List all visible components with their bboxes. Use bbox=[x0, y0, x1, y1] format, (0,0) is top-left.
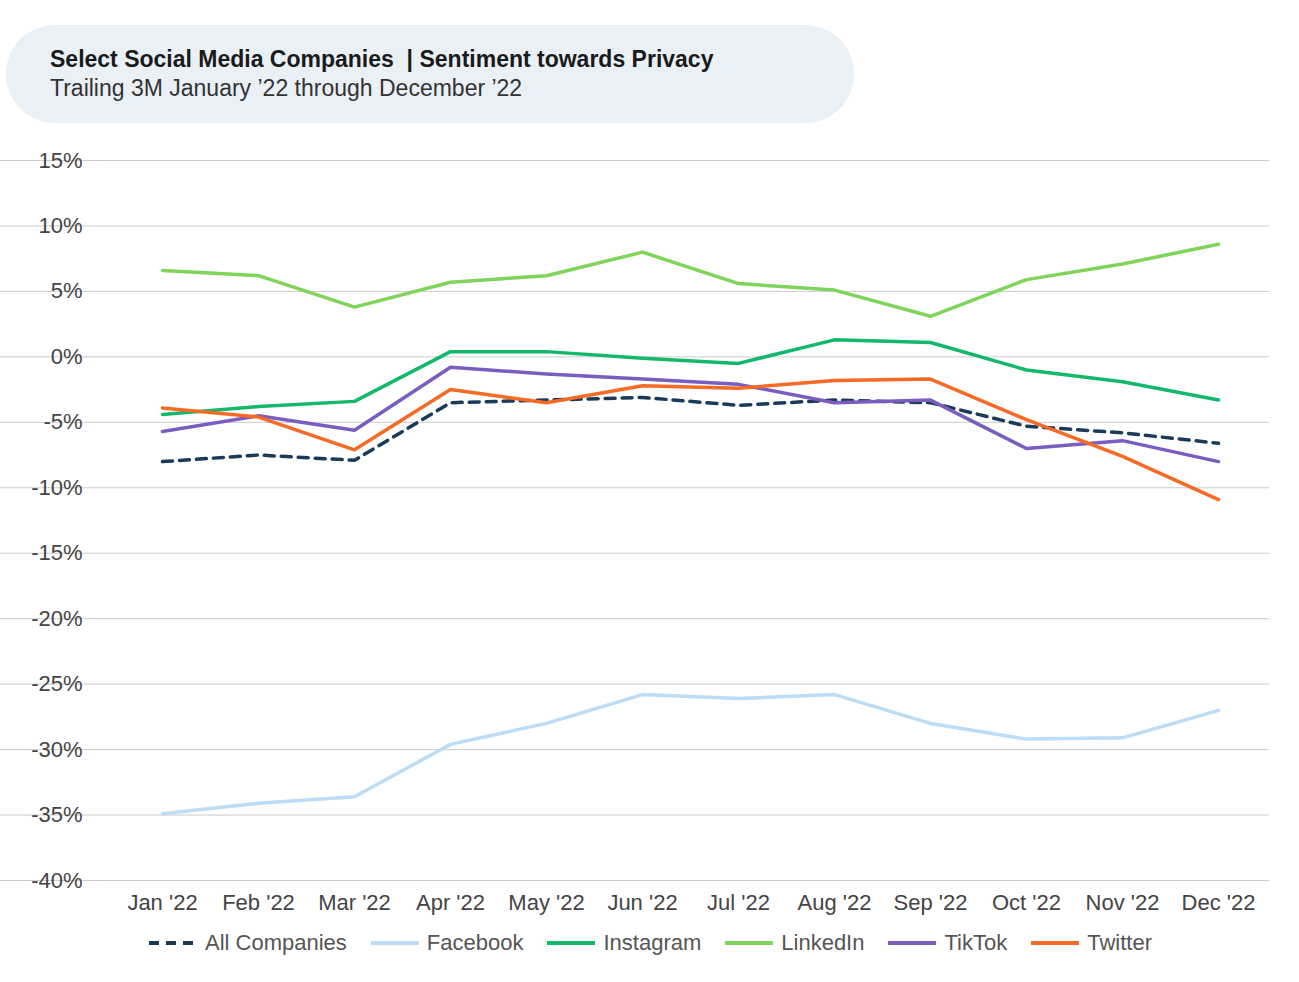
html-text:Trailing 3M January ’22 throug: Trailing 3M January ’22 through December… bbox=[50, 75, 523, 101]
html-text:Select Social Media Companies: Select Social Media Companies | Sentimen… bbox=[50, 46, 714, 72]
svg-text:-15%: -15% bbox=[31, 540, 82, 565]
svg-text:May '22: May '22 bbox=[508, 890, 584, 915]
svg-text:0%: 0% bbox=[51, 344, 83, 369]
svg-text:-5%: -5% bbox=[43, 409, 82, 434]
svg-text:Jul '22: Jul '22 bbox=[707, 890, 770, 915]
svg-text:-30%: -30% bbox=[31, 737, 82, 762]
svg-text:-40%: -40% bbox=[31, 868, 82, 893]
svg-text:5%: 5% bbox=[51, 278, 83, 303]
svg-text:-20%: -20% bbox=[31, 606, 82, 631]
svg-text:Jan '22: Jan '22 bbox=[127, 890, 197, 915]
html-text:All Companies: All Companies bbox=[205, 930, 347, 955]
svg-text:Nov '22: Nov '22 bbox=[1086, 890, 1160, 915]
svg-text:Jun '22: Jun '22 bbox=[607, 890, 677, 915]
html-text:LinkedIn: LinkedIn bbox=[781, 930, 865, 955]
svg-text:10%: 10% bbox=[38, 213, 82, 238]
html-text:Instagram: Instagram bbox=[603, 930, 702, 955]
svg-text:Aug '22: Aug '22 bbox=[798, 890, 872, 915]
svg-text:Feb '22: Feb '22 bbox=[222, 890, 295, 915]
html-text:Facebook: Facebook bbox=[426, 930, 524, 955]
svg-text:Sep '22: Sep '22 bbox=[894, 890, 968, 915]
svg-text:15%: 15% bbox=[38, 148, 82, 173]
svg-text:-25%: -25% bbox=[31, 671, 82, 696]
svg-text:Apr '22: Apr '22 bbox=[416, 890, 485, 915]
svg-text:Dec '22: Dec '22 bbox=[1182, 890, 1256, 915]
svg-text:Oct '22: Oct '22 bbox=[992, 890, 1061, 915]
svg-text:Mar '22: Mar '22 bbox=[318, 890, 391, 915]
html-text:TikTok: TikTok bbox=[944, 930, 1008, 955]
svg-text:-35%: -35% bbox=[31, 802, 82, 827]
html-text:Twitter: Twitter bbox=[1087, 930, 1152, 955]
svg-text:-10%: -10% bbox=[31, 475, 82, 500]
